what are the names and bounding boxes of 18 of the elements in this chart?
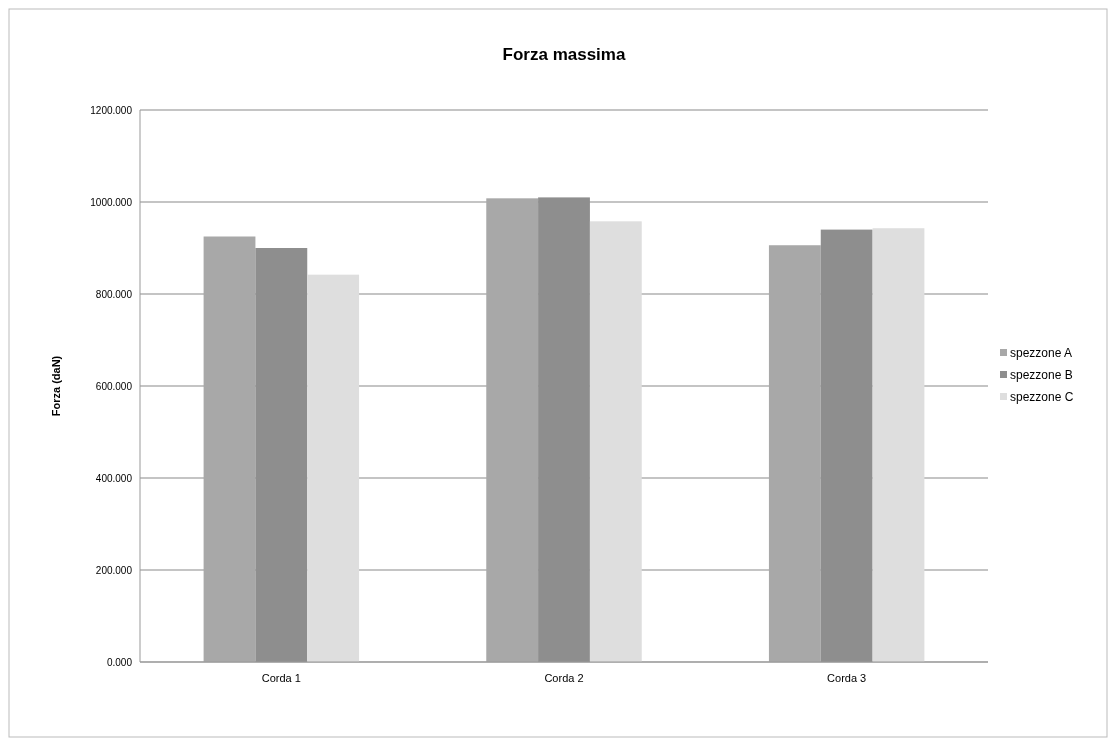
x-tick-label: Corda 3 <box>827 672 867 684</box>
bar <box>307 274 360 662</box>
x-tick-label: Corda 2 <box>544 672 584 684</box>
legend-label: spezzone B <box>1010 368 1073 383</box>
legend-label: spezzone A <box>1010 346 1073 361</box>
y-tick-label: 400.000 <box>95 472 133 484</box>
y-tick-label: 1000.000 <box>90 196 133 208</box>
bar <box>589 221 642 662</box>
chart-title: Forza massima <box>502 45 626 64</box>
bar <box>872 228 925 662</box>
y-tick-label: 200.000 <box>95 564 133 576</box>
y-tick-label: 600.000 <box>95 380 133 392</box>
y-axis-title: Forza (daN) <box>50 355 62 417</box>
y-tick-label: 1200.000 <box>90 104 133 116</box>
y-tick-label: 800.000 <box>95 288 133 300</box>
y-tick-label: 0.000 <box>106 656 133 668</box>
legend-label: spezzone C <box>1010 390 1074 405</box>
x-tick-label: Corda 1 <box>261 672 301 684</box>
